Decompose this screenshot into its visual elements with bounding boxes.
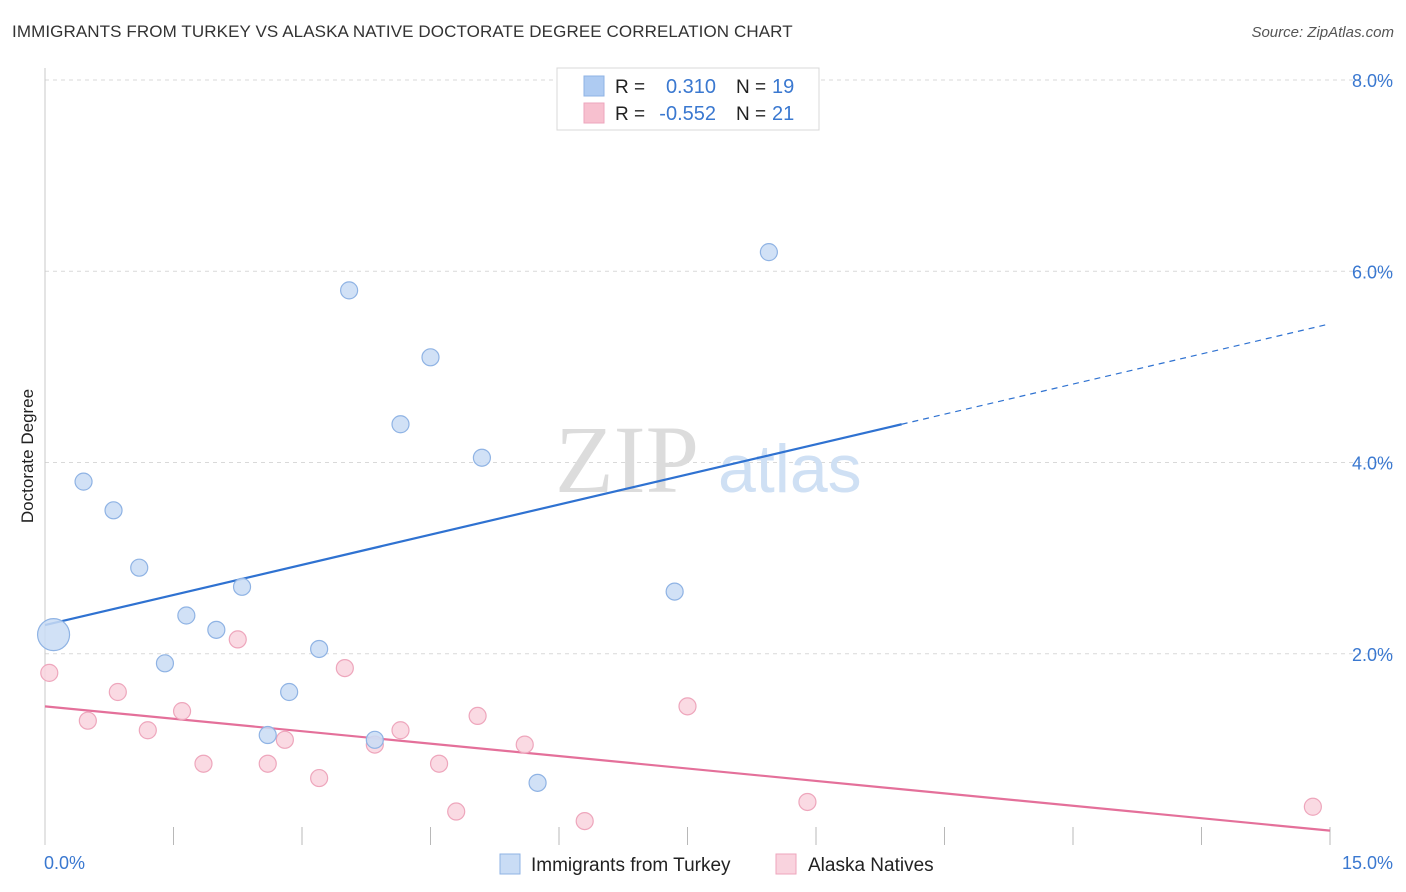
data-point-series-a-12	[365, 730, 384, 749]
legend-swatch-series-b[interactable]	[775, 853, 797, 875]
stats-r-value-b: -0.552	[659, 103, 716, 125]
watermark-zip: ZIP	[555, 406, 699, 513]
data-point-series-b-13	[429, 754, 449, 773]
data-point-series-b-7	[258, 754, 277, 773]
stats-r-label-b: R =	[615, 104, 645, 125]
stats-swatch-series-b	[583, 102, 605, 124]
data-point-series-b-6	[228, 630, 247, 649]
legend-swatch-series-a[interactable]	[499, 853, 521, 875]
data-point-series-a-13	[391, 415, 410, 434]
stats-n-value-b: 21	[772, 103, 794, 125]
data-point-series-a-11	[340, 281, 359, 300]
data-point-series-a-0	[36, 618, 71, 652]
data-point-series-a-7	[232, 577, 252, 596]
bottom-legend: Immigrants from Turkey Alaska Natives	[499, 853, 934, 876]
data-point-series-b-3	[138, 721, 157, 740]
data-point-series-b-15	[468, 706, 487, 726]
trend-lines	[44, 323, 1331, 832]
data-point-series-b-2	[108, 682, 127, 702]
data-point-series-a-4	[155, 654, 175, 673]
x-axis-ticks	[173, 827, 1331, 845]
data-point-series-a-18	[759, 243, 778, 262]
stats-n-value-a: 19	[772, 76, 794, 98]
data-point-series-a-2	[104, 501, 123, 520]
x-tick-label-min: 0.0%	[44, 853, 85, 873]
stats-r-value-a: 0.310	[666, 76, 716, 98]
data-point-series-a-15	[472, 448, 491, 467]
data-point-series-b-4	[172, 702, 192, 721]
stats-swatch-series-a	[583, 75, 605, 97]
y-tick-labels: 2.0% 4.0% 6.0% 8.0%	[1352, 71, 1393, 665]
y-axis-title: Doctorate Degree	[18, 389, 37, 523]
trend-line-series-a-extension	[901, 323, 1331, 425]
data-point-series-b-1	[78, 711, 97, 730]
y-tick-label-3: 8.0%	[1352, 71, 1393, 91]
data-point-series-b-12	[391, 721, 410, 740]
data-point-series-b-10	[335, 658, 354, 678]
y-tick-label-2: 6.0%	[1352, 262, 1393, 282]
legend-label-series-a[interactable]: Immigrants from Turkey	[531, 855, 731, 876]
source-label: Source: ZipAtlas.com	[1251, 24, 1394, 41]
data-point-series-a-5	[177, 606, 196, 625]
stats-n-label-a: N =	[736, 77, 766, 98]
grid-lines	[45, 79, 1393, 655]
data-point-series-b-16	[515, 735, 534, 754]
data-point-series-a-14	[421, 348, 440, 367]
watermark-atlas: atlas	[718, 431, 862, 507]
data-point-series-a-8	[258, 725, 277, 745]
legend-label-series-b[interactable]: Alaska Natives	[808, 855, 934, 876]
data-point-series-b-19	[798, 792, 817, 812]
data-point-series-a-9	[280, 682, 299, 702]
data-point-series-b-20	[1303, 797, 1322, 816]
data-point-series-a-16	[528, 773, 547, 792]
data-point-series-b-0	[40, 663, 59, 682]
stats-n-label-b: N =	[736, 104, 766, 125]
stats-r-label-a: R =	[615, 77, 645, 98]
data-point-series-b-8	[275, 730, 294, 749]
data-point-series-b-17	[575, 811, 594, 831]
data-point-series-b-9	[310, 768, 329, 788]
data-point-series-a-17	[665, 582, 684, 601]
chart-title: IMMIGRANTS FROM TURKEY VS ALASKA NATIVE …	[12, 22, 793, 41]
data-point-series-a-6	[207, 620, 226, 639]
x-tick-label-max: 15.0%	[1342, 853, 1393, 873]
y-tick-label-0: 2.0%	[1352, 645, 1393, 665]
data-point-series-a-1	[74, 472, 93, 491]
data-point-series-b-5	[194, 754, 213, 773]
trend-line-series-b	[44, 705, 1331, 832]
data-point-series-b-14	[447, 802, 466, 821]
data-point-series-a-3	[130, 558, 149, 577]
y-tick-label-1: 4.0%	[1352, 454, 1393, 474]
data-point-series-b-18	[678, 697, 697, 716]
data-points	[36, 243, 1322, 831]
stats-legend-box: R = 0.310 N = 19 R = -0.552 N = 21	[556, 67, 820, 131]
trend-line-series-a	[44, 423, 902, 627]
data-point-series-a-10	[310, 639, 329, 659]
